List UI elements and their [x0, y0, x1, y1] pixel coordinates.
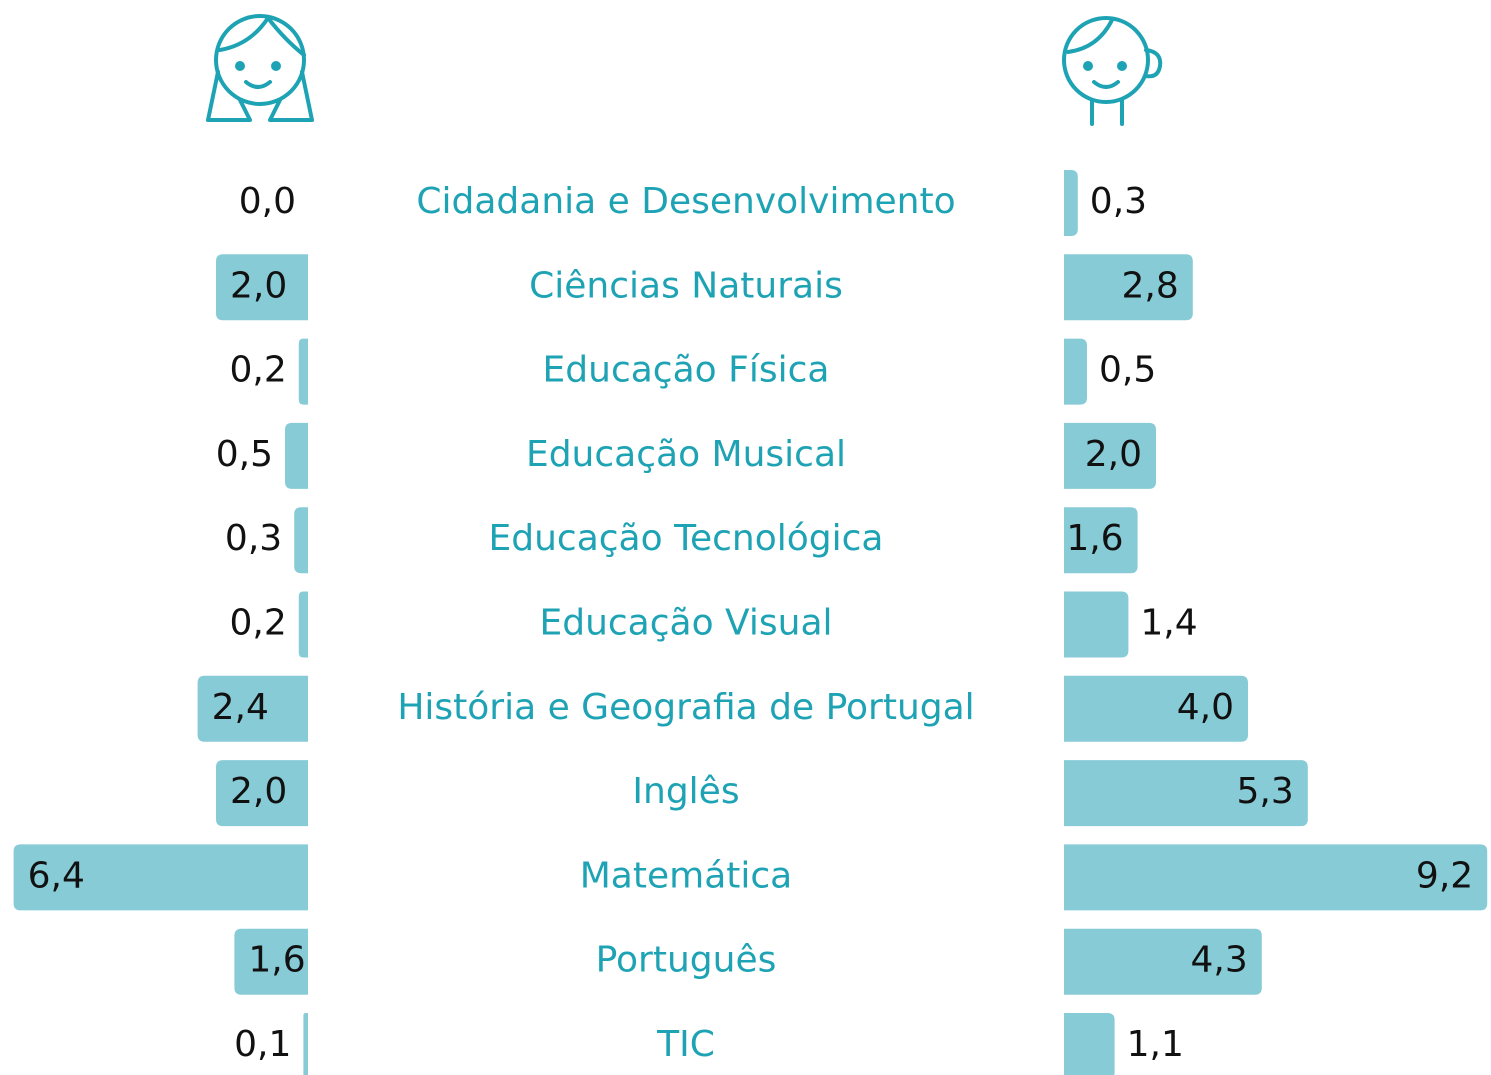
bar: [1064, 254, 1193, 321]
bar: [216, 760, 308, 827]
bar: [1064, 844, 1488, 911]
value-label: 1,4: [1140, 603, 1197, 644]
value-label: 1,6: [1066, 518, 1123, 559]
value-label: 1,1: [1127, 1024, 1184, 1065]
value-label: 0,3: [1090, 181, 1147, 222]
bar: [298, 338, 308, 405]
value-label: 2,8: [1122, 265, 1179, 306]
boy-icon: [1062, 16, 1163, 126]
bar: [216, 254, 308, 321]
bar: [1064, 422, 1156, 489]
value-label: 2,0: [1085, 434, 1142, 475]
girl-icon: [206, 14, 314, 122]
bar: [1064, 760, 1308, 827]
category-label: Português: [596, 940, 777, 981]
bar: [1064, 928, 1262, 995]
category-label: História e Geografia de Portugal: [397, 687, 974, 728]
value-label: 0,1: [234, 1024, 291, 1065]
value-label: 4,0: [1177, 687, 1234, 728]
category-label: Educação Visual: [539, 603, 832, 644]
value-label: 2,0: [230, 265, 287, 306]
value-label: 0,2: [230, 603, 287, 644]
value-label: 0,0: [239, 181, 296, 222]
bar: [1064, 591, 1129, 658]
value-label: 2,4: [212, 687, 269, 728]
category-label: Educação Tecnológica: [489, 518, 884, 559]
bar: [13, 844, 308, 911]
bar: [1064, 507, 1138, 574]
bar: [234, 928, 308, 995]
value-label: 6,4: [28, 855, 85, 896]
category-label: Cidadania e Desenvolvimento: [416, 181, 955, 222]
bar: [303, 1013, 308, 1075]
bar: [1064, 170, 1078, 236]
bar: [1064, 1013, 1115, 1075]
value-label: 0,5: [1099, 350, 1156, 391]
bar: [1064, 675, 1248, 742]
value-label: 2,0: [230, 771, 287, 812]
value-label: 4,3: [1191, 940, 1248, 981]
value-label: 9,2: [1416, 855, 1473, 896]
bar: [197, 675, 308, 742]
value-label: 1,6: [248, 940, 305, 981]
bar: [1064, 338, 1087, 405]
value-label: 5,3: [1237, 771, 1294, 812]
bar: [294, 507, 308, 574]
category-label: Ciências Naturais: [529, 265, 843, 306]
value-label: 0,5: [216, 434, 273, 475]
category-label: Educação Musical: [526, 434, 846, 475]
category-label: Matemática: [580, 855, 792, 896]
category-label: Educação Física: [543, 350, 830, 391]
category-label: TIC: [656, 1024, 715, 1065]
bar: [298, 591, 308, 658]
category-label: Inglês: [632, 771, 739, 812]
value-label: 0,3: [225, 518, 282, 559]
value-label: 0,2: [230, 350, 287, 391]
bar: [285, 422, 308, 489]
